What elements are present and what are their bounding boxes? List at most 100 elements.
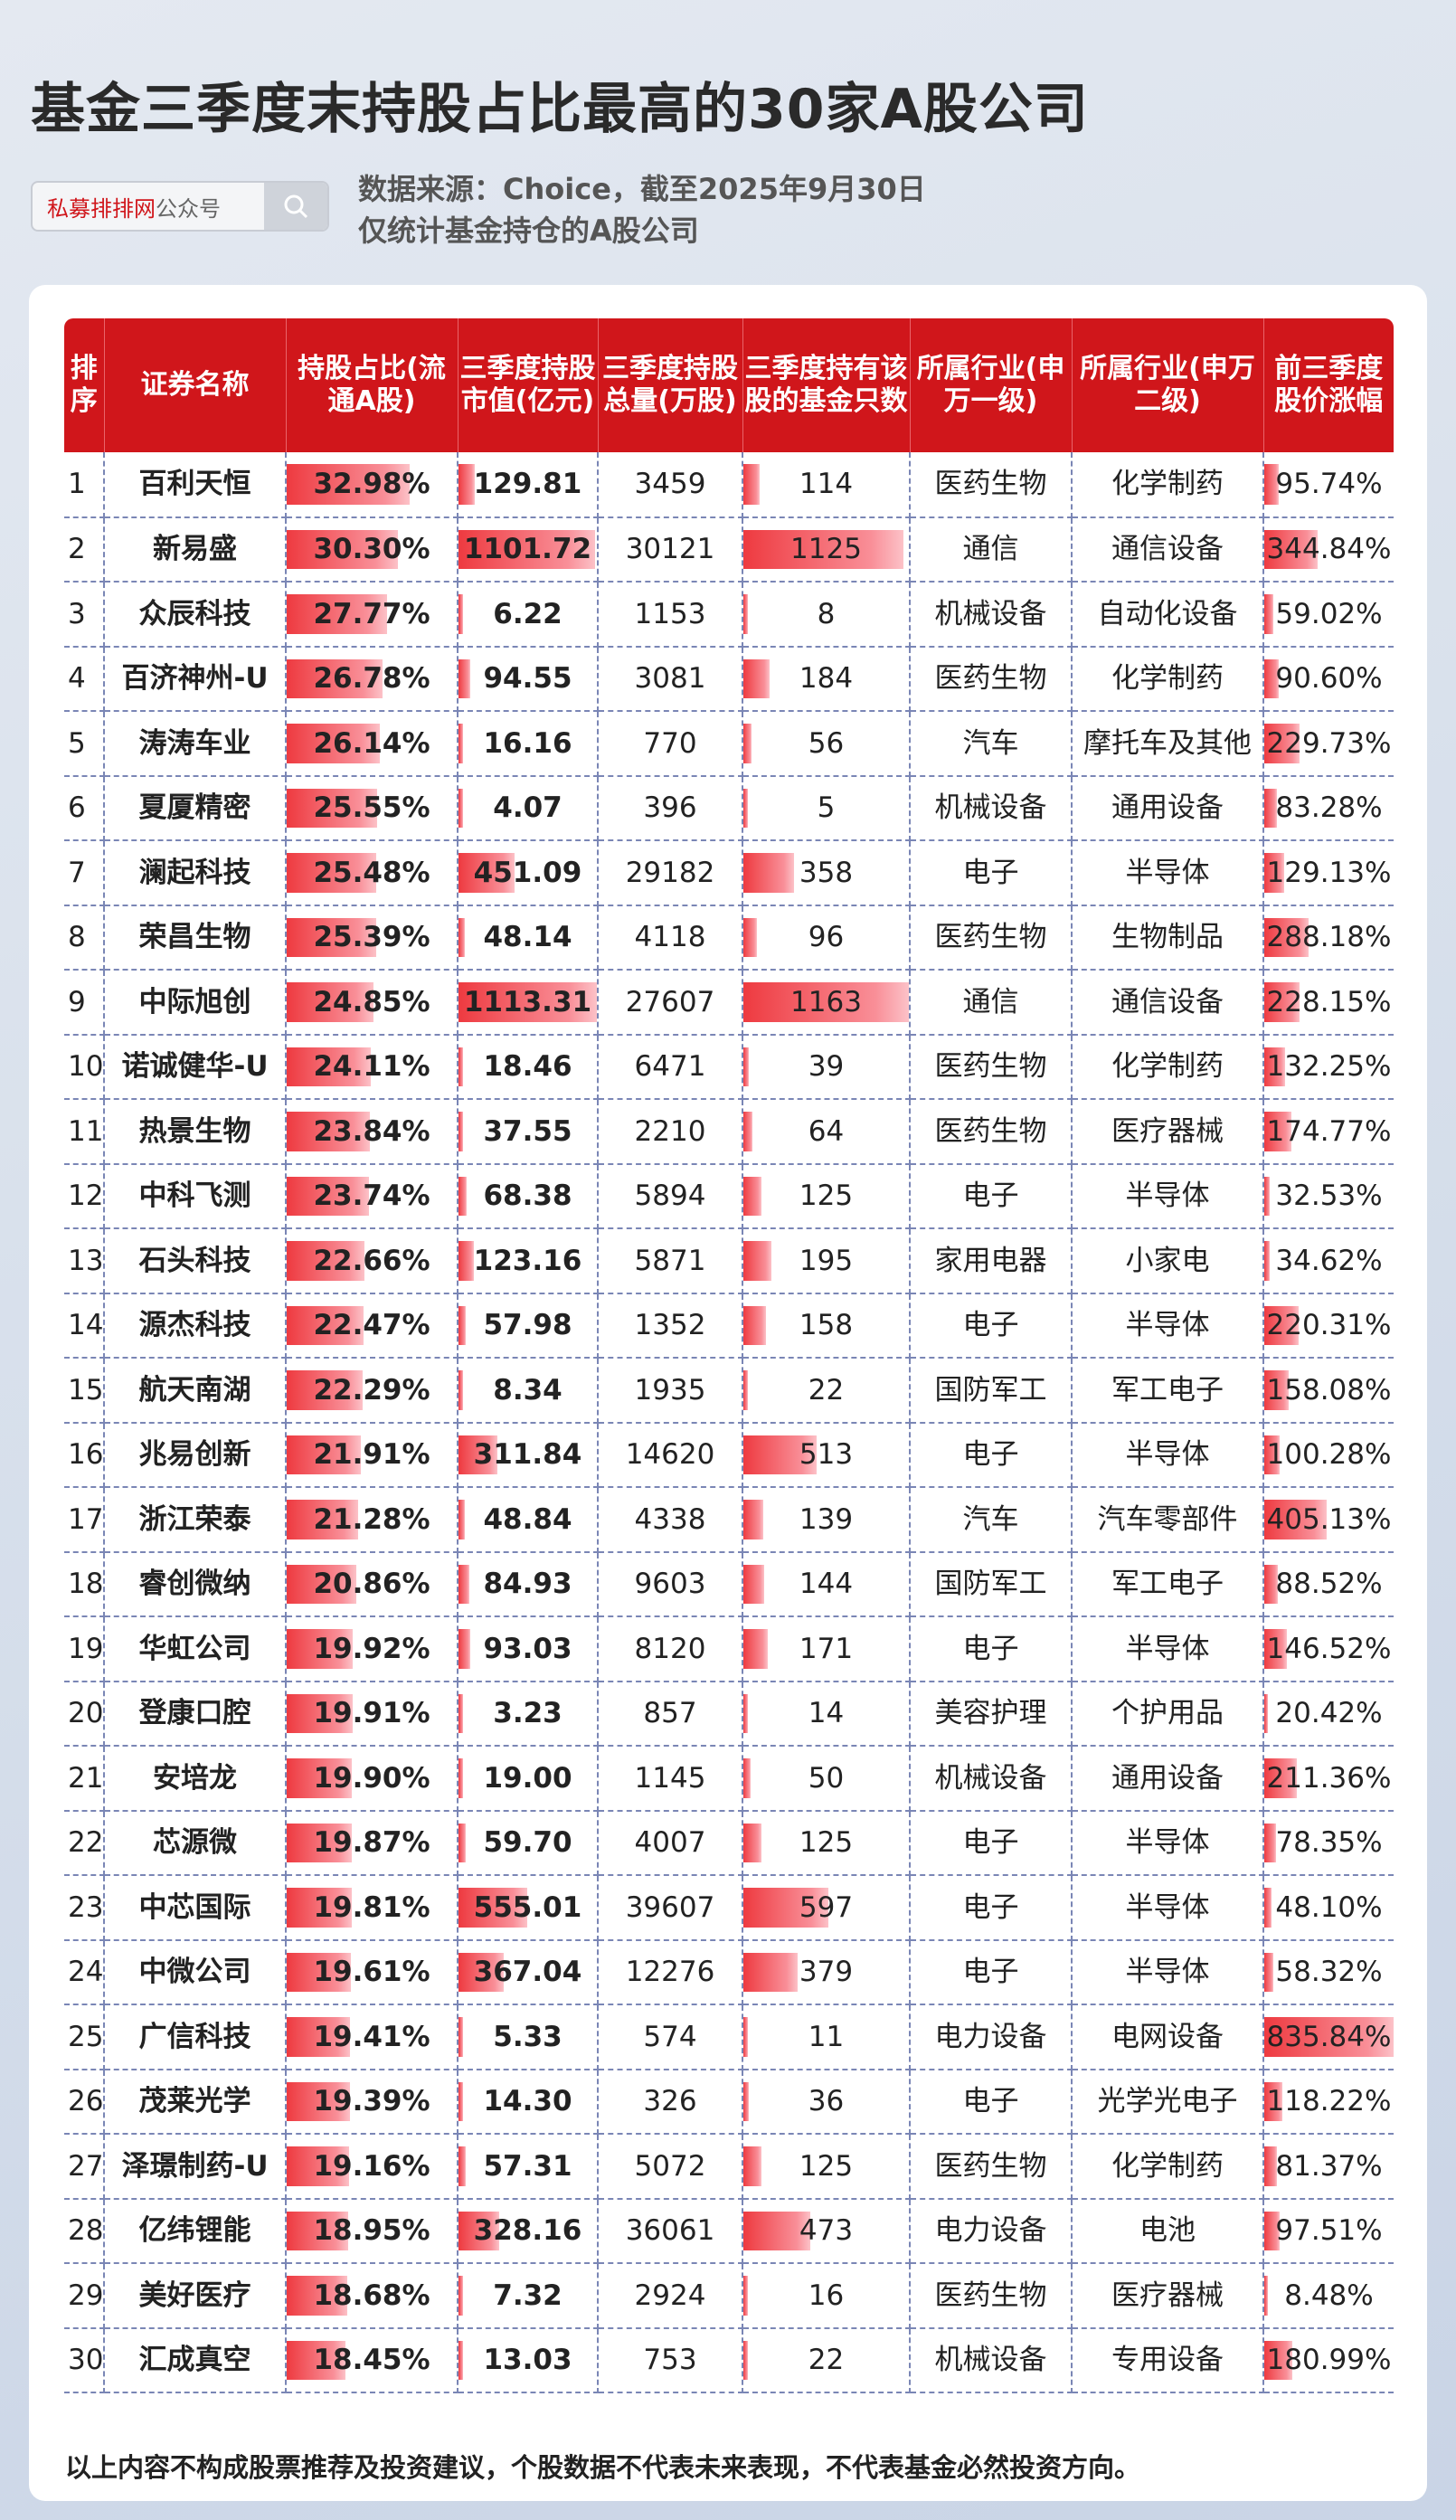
cell-ytd-gain: 58.32% [1263, 1939, 1394, 2005]
table-row: 3 众辰科技 27.77% 6.22 1153 8 机械设备 自动化设备 59.02% [64, 582, 1394, 648]
cell-value: 14.30 [483, 2085, 572, 2118]
cell-industry-level2: 汽车零部件 [1072, 1487, 1264, 1553]
bar-fund-count [743, 1823, 761, 1862]
cell-holding-shares: 14620 [598, 1422, 743, 1488]
bar-fund-count [743, 1112, 753, 1151]
cell-security-name: 兆易创新 [104, 1422, 287, 1488]
cell-holding-shares: 5072 [598, 2134, 743, 2200]
cell-value: 睿创微纳 [138, 1568, 251, 1601]
cell-fund-count: 14 [742, 1681, 911, 1747]
cell-value: 汽车 [962, 1502, 1019, 1536]
search-box[interactable]: 私募排排网 公众号 [31, 181, 329, 232]
cell-ytd-gain: 835.84% [1263, 2004, 1394, 2070]
header-industry-level2: 所属行业(申万二级) [1072, 318, 1264, 452]
table-row: 25 广信科技 19.41% 5.33 574 11 电力设备 电网设备 835.84% [64, 2004, 1394, 2070]
cell-holding-value: 8.34 [458, 1358, 599, 1424]
bar-fund-count [743, 2146, 761, 2186]
cell-value: 1153 [634, 597, 706, 630]
bar-ytd-gain [1264, 1693, 1269, 1733]
bar-holding-value [459, 658, 470, 698]
cell-value: 半导体 [1125, 1956, 1210, 1989]
cell-value: 328.16 [473, 2214, 582, 2248]
cell-ytd-gain: 228.15% [1263, 970, 1394, 1036]
cell-security-name: 夏厦精密 [104, 775, 287, 841]
cell-value: 513 [799, 1438, 854, 1472]
cell-security-name: 荣昌生物 [104, 905, 287, 971]
search-button[interactable] [264, 183, 327, 230]
bar-holding-ratio [287, 2081, 350, 2121]
cell-value: 化学制药 [1111, 1050, 1224, 1084]
cell-value: 19.90% [313, 1761, 430, 1795]
cell-value: 857 [643, 1697, 697, 1730]
cell-ytd-gain: 95.74% [1263, 452, 1394, 518]
cell-value: 半导体 [1125, 1309, 1210, 1342]
cell-value: 半导体 [1125, 856, 1210, 889]
cell-security-name: 热景生物 [104, 1099, 287, 1165]
cell-value: 146.52% [1266, 1632, 1392, 1665]
cell-holding-shares: 753 [598, 2327, 743, 2393]
cell-value: 5 [68, 726, 86, 760]
cell-value: 澜起科技 [138, 856, 251, 889]
cell-value: 114 [799, 468, 854, 501]
cell-rank: 24 [64, 1939, 105, 2005]
cell-value: 23 [68, 1890, 104, 1924]
cell-value: 14620 [625, 1438, 715, 1472]
cell-rank: 11 [64, 1099, 105, 1165]
bar-holding-ratio [287, 529, 398, 569]
bar-ytd-gain [1264, 1305, 1299, 1345]
cell-value: 汽车 [962, 726, 1019, 760]
bar-ytd-gain [1264, 594, 1274, 634]
cell-value: 17 [68, 1502, 104, 1536]
cell-value: 14 [68, 1309, 104, 1342]
bar-ytd-gain [1264, 1758, 1298, 1798]
cell-holding-shares: 4338 [598, 1487, 743, 1553]
cell-value: 5871 [634, 1244, 706, 1277]
bar-ytd-gain [1264, 1888, 1272, 1928]
table-row: 23 中芯国际 19.81% 555.01 39607 597 电子 半导体 48.10% [64, 1875, 1394, 1941]
cell-industry-level1: 美容护理 [910, 1681, 1073, 1747]
cell-industry-level1: 医药生物 [910, 905, 1073, 971]
bar-fund-count [743, 529, 904, 569]
cell-rank: 1 [64, 452, 105, 518]
cell-value: 835.84% [1266, 2020, 1392, 2053]
bar-fund-count [743, 1629, 768, 1669]
cell-industry-level1: 家用电器 [910, 1228, 1073, 1294]
bar-holding-ratio [287, 724, 380, 763]
cell-value: 8 [817, 597, 836, 630]
cell-value: 19.39% [313, 2085, 430, 2118]
cell-holding-shares: 1935 [598, 1358, 743, 1424]
cell-value: 医药生物 [934, 921, 1047, 954]
cell-value: 通信 [962, 985, 1019, 1018]
cell-rank: 8 [64, 905, 105, 971]
cell-value: 39 [808, 1050, 845, 1084]
cell-fund-count: 50 [742, 1746, 911, 1812]
cell-holding-shares: 39607 [598, 1875, 743, 1941]
cell-value: 57.31 [483, 2149, 572, 2183]
cell-value: 16 [808, 2278, 845, 2312]
cell-value: 144 [799, 1568, 854, 1601]
cell-value: 1113.31 [463, 985, 592, 1018]
cell-value: 19.91% [313, 1697, 430, 1730]
cell-ytd-gain: 83.28% [1263, 775, 1394, 841]
cell-holding-ratio: 21.91% [286, 1422, 459, 1488]
cell-value: 机械设备 [934, 2344, 1047, 2377]
cell-value: 中科飞测 [138, 1179, 251, 1213]
bar-holding-value [459, 1241, 474, 1281]
cell-value: 597 [799, 1890, 854, 1924]
cell-value: 57.98 [483, 1309, 572, 1342]
cell-value: 汇成真空 [138, 2344, 251, 2377]
cell-value: 4338 [634, 1502, 706, 1536]
cell-value: 396 [643, 791, 697, 825]
cell-holding-shares: 1352 [598, 1293, 743, 1359]
cell-rank: 4 [64, 646, 105, 712]
table-row: 18 睿创微纳 20.86% 84.93 9603 144 国防军工 军工电子 88.52% [64, 1551, 1394, 1617]
cell-fund-count: 36 [742, 2069, 911, 2135]
cell-rank: 14 [64, 1293, 105, 1359]
cell-value: 123.16 [473, 1244, 582, 1277]
cell-security-name: 华虹公司 [104, 1616, 287, 1682]
cell-value: 1125 [790, 533, 862, 566]
cell-value: 19.87% [313, 1826, 430, 1860]
cell-value: 13.03 [483, 2344, 572, 2377]
table-row: 15 航天南湖 22.29% 8.34 1935 22 国防军工 军工电子 158.08% [64, 1358, 1394, 1424]
bar-holding-value [459, 1112, 464, 1151]
